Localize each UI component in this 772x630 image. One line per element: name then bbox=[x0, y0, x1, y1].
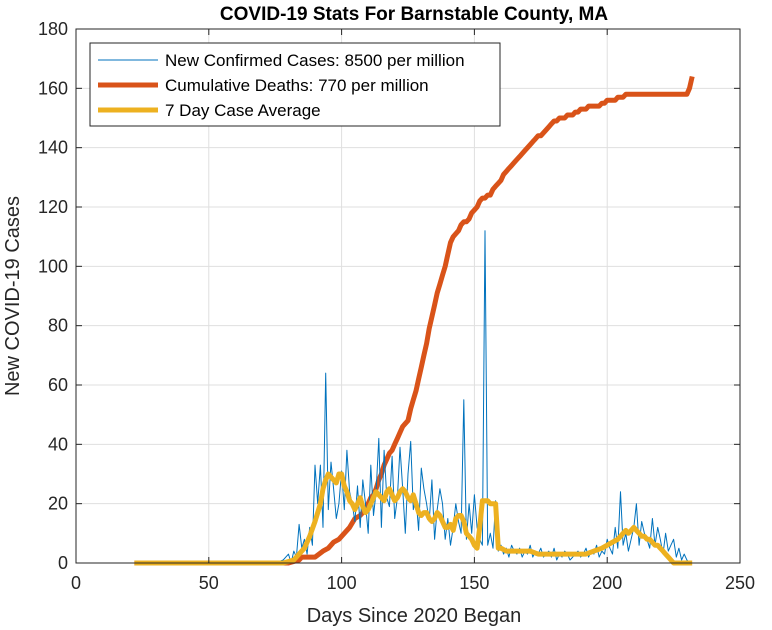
y-tick-label: 40 bbox=[48, 434, 68, 454]
y-tick-label: 120 bbox=[38, 197, 68, 217]
x-tick-label: 150 bbox=[459, 573, 489, 593]
series-layer bbox=[134, 75, 695, 566]
x-tick-label: 200 bbox=[592, 573, 622, 593]
y-tick-label: 0 bbox=[58, 553, 68, 573]
legend: New Confirmed Cases: 8500 per million Cum… bbox=[89, 42, 501, 127]
legend-box bbox=[89, 42, 501, 127]
y-tick-label: 140 bbox=[38, 138, 68, 158]
y-tick-label: 80 bbox=[48, 316, 68, 336]
x-tick-label: 250 bbox=[725, 573, 755, 593]
y-tick-label: 180 bbox=[38, 19, 68, 39]
x-axis-title: Days Since 2020 Began bbox=[307, 605, 522, 627]
y-axis-title: New COVID-19 Cases bbox=[2, 196, 24, 396]
legend-label: Cumulative Deaths: 770 per million bbox=[165, 76, 429, 95]
y-tick-label: 100 bbox=[38, 256, 68, 276]
chart-title: COVID-19 Stats For Barnstable County, MA bbox=[220, 4, 608, 25]
x-tick-label: 100 bbox=[327, 573, 357, 593]
plot-frame bbox=[75, 28, 741, 564]
series-line-new-confirmed-cases-8500-per-million bbox=[134, 230, 693, 564]
series-line-7-day-case-average bbox=[134, 471, 693, 566]
legend-label: New Confirmed Cases: 8500 per million bbox=[165, 51, 465, 70]
series-line-cumulative-deaths-770-per-million bbox=[134, 75, 695, 566]
y-axis-ticks: 0 20 40 60 80 100 120 140 160 180 bbox=[38, 19, 740, 573]
legend-label: 7 Day Case Average bbox=[165, 101, 321, 120]
x-axis-ticks: 0 50 100 150 200 250 bbox=[71, 29, 755, 593]
y-tick-label: 60 bbox=[48, 375, 68, 395]
x-tick-label: 0 bbox=[71, 573, 81, 593]
y-tick-label: 160 bbox=[38, 78, 68, 98]
y-tick-label: 20 bbox=[48, 494, 68, 514]
x-tick-label: 50 bbox=[199, 573, 219, 593]
